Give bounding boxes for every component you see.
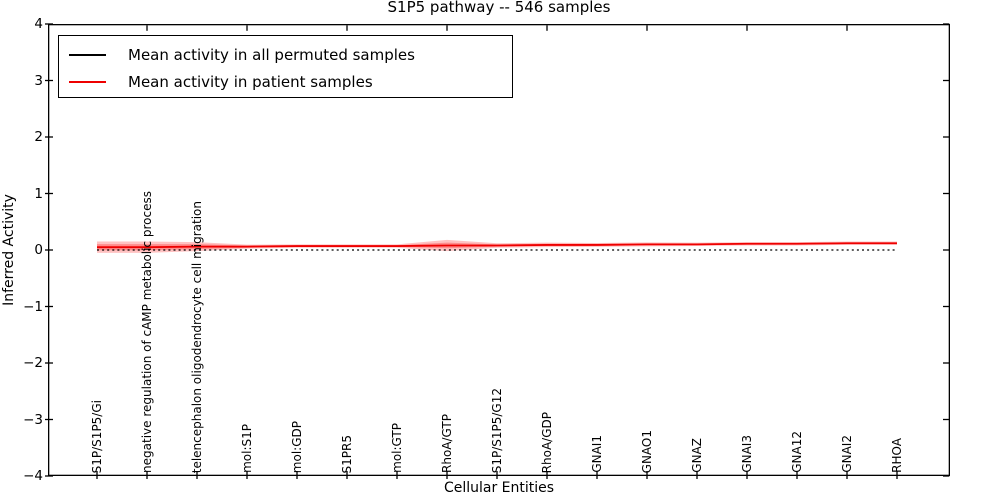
x-category-label: GNAZ <box>689 438 704 473</box>
y-tick-label: 0 <box>34 242 43 258</box>
x-category-label: mol:S1P <box>239 424 254 473</box>
x-category-label: RhoA/GTP <box>439 414 454 473</box>
y-tick-label: −4 <box>23 468 43 484</box>
x-category-label: S1P/S1P5/G12 <box>489 387 504 473</box>
y-tick-label: −1 <box>23 298 43 315</box>
y-tick-label: 2 <box>34 129 43 145</box>
chart-title: S1P5 pathway -- 546 samples <box>387 0 611 16</box>
x-category-label: S1P/S1P5/Gi <box>89 399 104 473</box>
legend-label-patient: Mean activity in patient samples <box>128 72 373 91</box>
permuted-line-swatch <box>69 53 106 56</box>
y-tick-label: −3 <box>23 411 43 428</box>
x-category-label: GNAI3 <box>739 435 754 473</box>
x-category-label: mol:GDP <box>289 420 304 473</box>
x-category-label: GNAI1 <box>589 435 604 473</box>
x-category-label: RhoA/GDP <box>539 411 554 473</box>
x-category-label: RHOA <box>889 438 904 473</box>
x-category-label: mol:GTP <box>389 423 404 473</box>
legend-label-permuted: Mean activity in all permuted samples <box>128 45 415 64</box>
x-axis-label: Cellular Entities <box>443 480 555 496</box>
x-category-label: GNAI2 <box>839 435 854 473</box>
y-tick-label: 3 <box>34 72 43 89</box>
chart-canvas <box>45 23 951 479</box>
legend: Mean activity in all permuted samples Me… <box>58 35 513 98</box>
patient-mean-line <box>97 242 897 249</box>
plot-area <box>45 23 951 479</box>
patient-line-swatch <box>69 80 106 83</box>
y-tick-label: 4 <box>34 16 43 32</box>
legend-entry-patient: Mean activity in patient samples <box>59 68 512 95</box>
x-category-label: negative regulation of cAMP metabolic pr… <box>139 191 154 473</box>
y-tick-label: 1 <box>34 185 43 202</box>
x-category-label: telencephalon oligodendrocyte cell migra… <box>189 200 204 473</box>
legend-entry-permuted: Mean activity in all permuted samples <box>59 41 512 68</box>
x-category-label: S1PR5 <box>339 434 354 473</box>
y-tick-label: −2 <box>23 355 43 371</box>
x-category-label: GNAO1 <box>639 429 654 473</box>
x-category-label: GNA12 <box>789 431 804 473</box>
